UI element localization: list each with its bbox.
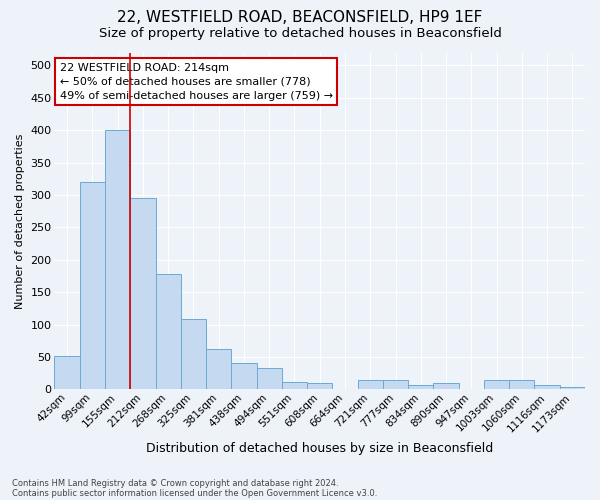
Text: Contains public sector information licensed under the Open Government Licence v3: Contains public sector information licen…: [12, 488, 377, 498]
Bar: [535, 385, 560, 390]
Bar: [55, 356, 80, 390]
Bar: [181, 320, 206, 390]
Bar: [206, 348, 232, 390]
Bar: [307, 383, 332, 390]
Bar: [130, 198, 155, 390]
Y-axis label: Number of detached properties: Number of detached properties: [15, 133, 25, 308]
Text: Contains HM Land Registry data © Crown copyright and database right 2024.: Contains HM Land Registry data © Crown c…: [12, 478, 338, 488]
Text: Size of property relative to detached houses in Beaconsfield: Size of property relative to detached ho…: [98, 28, 502, 40]
Bar: [80, 182, 105, 390]
Bar: [155, 274, 181, 390]
Bar: [383, 380, 408, 390]
Bar: [105, 130, 130, 390]
Text: 22 WESTFIELD ROAD: 214sqm
← 50% of detached houses are smaller (778)
49% of semi: 22 WESTFIELD ROAD: 214sqm ← 50% of detac…: [60, 62, 333, 100]
Bar: [509, 380, 535, 390]
Bar: [257, 368, 282, 390]
Bar: [232, 364, 257, 390]
Text: 22, WESTFIELD ROAD, BEACONSFIELD, HP9 1EF: 22, WESTFIELD ROAD, BEACONSFIELD, HP9 1E…: [118, 10, 482, 25]
Bar: [358, 380, 383, 390]
Bar: [560, 388, 585, 390]
Bar: [433, 383, 458, 390]
X-axis label: Distribution of detached houses by size in Beaconsfield: Distribution of detached houses by size …: [146, 442, 493, 455]
Bar: [484, 380, 509, 390]
Bar: [408, 385, 433, 390]
Bar: [282, 382, 307, 390]
